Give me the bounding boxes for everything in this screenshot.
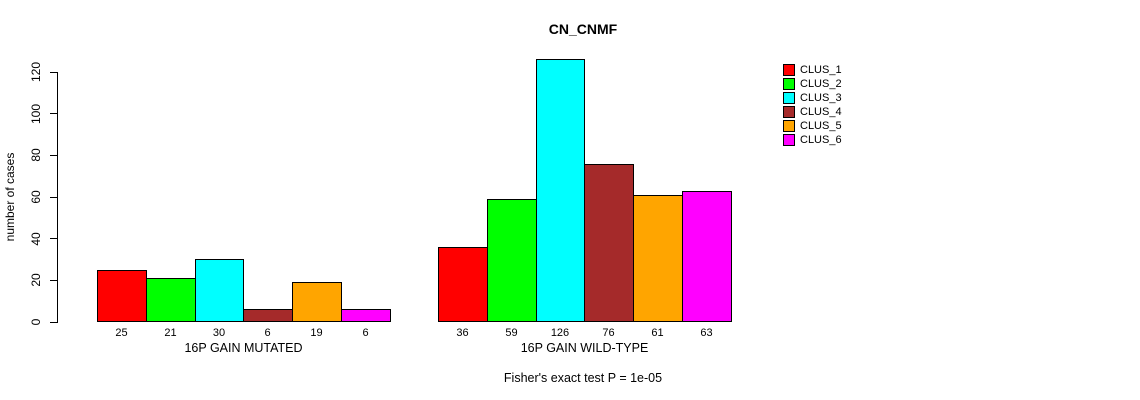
bar-value-label: 30 bbox=[212, 327, 226, 339]
legend-swatch-clus_2 bbox=[783, 78, 795, 90]
legend-swatch-clus_5 bbox=[783, 120, 795, 132]
legend-label: CLUS_4 bbox=[800, 106, 842, 118]
y-tick-label: 20 bbox=[29, 273, 43, 288]
bar-clus_4-group2 bbox=[584, 164, 634, 322]
legend-row-clus_6: CLUS_6 bbox=[783, 134, 842, 146]
bar-clus_1-group1 bbox=[97, 270, 147, 322]
legend-row-clus_5: CLUS_5 bbox=[783, 120, 842, 132]
legend-swatch-clus_1 bbox=[783, 64, 795, 76]
bar-clus_5-group1 bbox=[292, 282, 342, 322]
legend-label: CLUS_6 bbox=[800, 134, 842, 146]
bar-value-label: 6 bbox=[362, 327, 369, 339]
legend-label: CLUS_3 bbox=[800, 92, 842, 104]
group-label-2: 16P GAIN WILD-TYPE bbox=[520, 341, 649, 355]
legend-swatch-clus_6 bbox=[783, 134, 795, 146]
bar-clus_2-group2 bbox=[487, 199, 537, 322]
bar-clus_3-group2 bbox=[536, 59, 585, 322]
bar-value-label: 76 bbox=[602, 327, 615, 339]
bar-clus_6-group1 bbox=[341, 309, 391, 322]
bar-value-label: 61 bbox=[651, 327, 664, 339]
y-tick-mark bbox=[50, 321, 57, 323]
bar-clus_2-group1 bbox=[146, 278, 196, 322]
y-tick-mark bbox=[50, 279, 57, 281]
y-tick-mark bbox=[50, 71, 57, 73]
y-tick-mark bbox=[50, 154, 57, 156]
bar-value-label: 59 bbox=[505, 327, 518, 339]
legend-swatch-clus_4 bbox=[783, 106, 795, 118]
legend-label: CLUS_1 bbox=[800, 64, 842, 76]
y-axis-label: number of cases bbox=[3, 152, 17, 242]
group-label-1: 16P GAIN MUTATED bbox=[184, 341, 303, 355]
bar-clus_6-group2 bbox=[682, 191, 732, 322]
bar-value-label: 63 bbox=[700, 327, 713, 339]
y-tick-label: 80 bbox=[29, 148, 43, 163]
legend-label: CLUS_2 bbox=[800, 78, 842, 90]
y-tick-label: 40 bbox=[29, 231, 43, 246]
y-tick-mark bbox=[50, 196, 57, 198]
chart-title: CN_CNMF bbox=[548, 21, 618, 37]
y-tick-label: 120 bbox=[29, 61, 43, 83]
bar-value-label: 21 bbox=[164, 327, 177, 339]
legend-swatch-clus_3 bbox=[783, 92, 795, 104]
legend-row-clus_3: CLUS_3 bbox=[783, 92, 842, 104]
y-tick-label: 60 bbox=[29, 190, 43, 204]
legend-row-clus_1: CLUS_1 bbox=[783, 64, 842, 76]
bar-value-label: 25 bbox=[115, 327, 128, 339]
legend-row-clus_4: CLUS_4 bbox=[783, 106, 842, 118]
legend-label: CLUS_5 bbox=[800, 120, 842, 132]
bar-value-label: 6 bbox=[264, 327, 271, 339]
bar-value-label: 19 bbox=[310, 327, 323, 339]
y-tick-mark bbox=[50, 238, 57, 240]
y-tick-label: 0 bbox=[29, 318, 43, 326]
y-tick-label: 100 bbox=[29, 103, 43, 124]
y-axis-line bbox=[57, 72, 58, 323]
y-tick-mark bbox=[50, 113, 57, 115]
fisher-test-annotation: Fisher's exact test P = 1e-05 bbox=[503, 371, 663, 385]
bar-clus_3-group1 bbox=[195, 259, 244, 322]
bar-clus_4-group1 bbox=[243, 309, 293, 322]
bar-clus_5-group2 bbox=[633, 195, 683, 322]
legend: CLUS_1 CLUS_2 CLUS_3 CLUS_4 CLUS_5 CLUS_6 bbox=[783, 64, 842, 146]
legend-row-clus_2: CLUS_2 bbox=[783, 78, 842, 90]
bar-clus_1-group2 bbox=[438, 247, 488, 322]
bar-value-label: 126 bbox=[550, 327, 570, 339]
bar-value-label: 36 bbox=[456, 327, 469, 339]
